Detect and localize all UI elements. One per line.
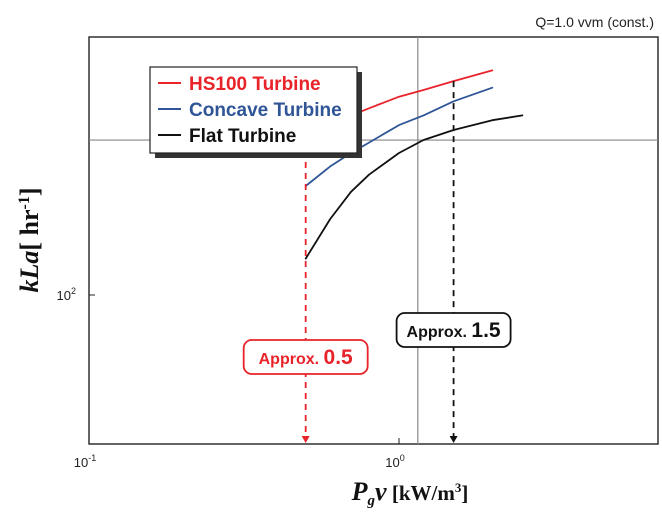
annotation-layer: Approx. 0.5 Approx. 1.5 [242, 81, 512, 443]
y-axis-title: kLa[ hr-1] [15, 187, 44, 292]
x-axis-title: Pgv [kW/m3] [351, 477, 469, 508]
annotation-red-box [242, 339, 369, 375]
annotation-red-label: Approx. 0.5 [259, 346, 353, 369]
annotation-red-arrow [301, 436, 310, 443]
legend-entries: HS100 Turbine Concave Turbine Flat Turbine [158, 74, 342, 147]
annotation-black: Approx. 1.5 [395, 81, 512, 443]
x-axis-title-sub: g [367, 493, 376, 508]
y-axis-title-unit: [ hr [15, 209, 44, 250]
annotation-black-box [395, 312, 512, 348]
x-axis-title-unit-sup: 3 [455, 480, 462, 495]
x-axis-title-unit-end: ] [461, 481, 468, 505]
x-tick-label: 10-1 [74, 453, 96, 470]
series-line-concave-turbine [304, 86, 494, 187]
annotation-red: Approx. 0.5 [242, 140, 369, 443]
x-axis-title-unit: [kW/m [387, 481, 456, 505]
svg-text:kLa[ hr-1]: kLa[ hr-1] [15, 187, 44, 292]
legend: HS100 Turbine Concave Turbine Flat Turbine [149, 66, 362, 158]
y-axis-title-unit-end: ] [15, 187, 44, 196]
x-axis-title-var: v [375, 477, 387, 506]
tick-layer: 10-1 100 102 [57, 286, 405, 470]
y-tick-label: 102 [57, 286, 76, 303]
legend-label-hs100-turbine: HS100 Turbine [189, 74, 321, 95]
y-axis-title-main: kLa [15, 251, 44, 293]
legend-box [149, 66, 358, 154]
legend-label-concave-turbine: Concave Turbine [189, 100, 342, 121]
series-line-flat-turbine [304, 114, 524, 260]
legend-label-flat-turbine: Flat Turbine [189, 126, 296, 147]
condition-note: Q=1.0 vvm (const.) [535, 14, 654, 30]
annotation-black-label: Approx. 1.5 [407, 319, 501, 342]
x-tick-label: 100 [385, 453, 404, 470]
annotation-black-arrow [449, 436, 458, 443]
x-axis-title-main: P [351, 477, 369, 506]
y-axis-title-unit-sup: -1 [16, 196, 33, 209]
